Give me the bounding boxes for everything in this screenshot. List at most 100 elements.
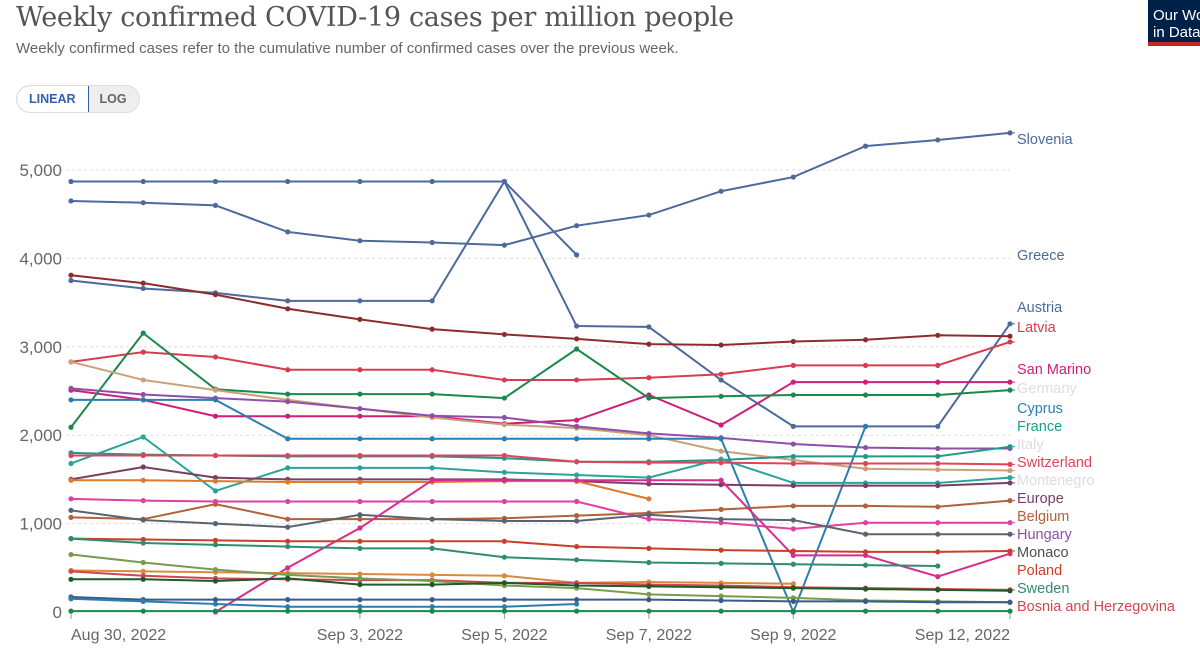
series-line-monaco xyxy=(70,509,1010,536)
owid-logo[interactable]: Our World in Data xyxy=(1148,0,1200,46)
data-point-belgium xyxy=(718,506,724,513)
data-point-cyprus xyxy=(140,397,146,403)
data-point-sweden xyxy=(718,560,724,566)
data-point-cyprus xyxy=(574,436,580,442)
data-point-slovenia xyxy=(501,242,507,248)
data-point-switzerland xyxy=(646,460,652,466)
data-point-series xyxy=(646,608,652,614)
data-point-belgium xyxy=(574,513,580,519)
label-montenegro[interactable]: Montenegro xyxy=(1017,473,1095,489)
data-point-hungary xyxy=(212,498,219,505)
data-point-series xyxy=(646,597,652,603)
data-point-germany xyxy=(646,395,652,401)
y-tick-label: 3,000 xyxy=(19,338,62,357)
logo-text: Our World in Data xyxy=(1153,7,1200,41)
data-point-latvia xyxy=(429,367,435,373)
data-point-series xyxy=(140,576,146,582)
label-europe[interactable]: Europe xyxy=(1017,491,1064,507)
label-san-marino[interactable]: San Marino xyxy=(1017,362,1092,378)
label-monaco[interactable]: Monaco xyxy=(1017,545,1069,561)
data-point-series xyxy=(68,551,74,558)
label-poland[interactable]: Poland xyxy=(1017,563,1063,579)
data-point-series xyxy=(501,477,507,483)
data-point-series xyxy=(285,575,291,582)
label-sweden[interactable]: Sweden xyxy=(1017,581,1070,597)
data-point-italy xyxy=(285,465,291,471)
data-point-italy xyxy=(68,460,74,467)
label-germany[interactable]: Germany xyxy=(1017,381,1077,397)
data-point-monaco xyxy=(574,518,580,524)
label-hungary[interactable]: Hungary xyxy=(1017,527,1072,543)
data-point-austria xyxy=(646,324,652,330)
data-point-series xyxy=(935,332,941,338)
data-point-slovenia xyxy=(429,239,435,246)
data-point-series xyxy=(501,331,507,338)
label-slovenia[interactable]: Slovenia xyxy=(1017,132,1073,148)
y-tick-label: 4,000 xyxy=(19,249,62,268)
label-cyprus[interactable]: Cyprus xyxy=(1017,401,1063,417)
data-point-series xyxy=(212,601,219,607)
data-point-series xyxy=(212,566,219,573)
data-point-series xyxy=(285,604,291,610)
data-point-austria xyxy=(212,178,219,185)
data-point-series xyxy=(285,608,291,614)
data-point-series xyxy=(862,337,869,343)
data-point-montenegro xyxy=(212,387,219,393)
linear-button[interactable]: LINEAR xyxy=(16,86,89,112)
label-switzerland[interactable]: Switzerland xyxy=(1017,455,1092,471)
data-point-series xyxy=(429,604,435,610)
data-point-series xyxy=(285,565,291,571)
data-point-sweden xyxy=(140,540,146,546)
data-point-europe xyxy=(862,482,869,489)
data-point-austria xyxy=(574,323,580,329)
data-point-slovenia xyxy=(935,137,941,143)
data-point-poland xyxy=(501,538,507,544)
data-point-poland xyxy=(574,543,580,550)
data-point-series xyxy=(501,573,507,579)
data-point-series xyxy=(68,272,74,278)
data-point-series xyxy=(935,608,941,614)
series-line-series xyxy=(70,274,1011,347)
label-belgium[interactable]: Belgium xyxy=(1017,509,1070,525)
data-point-series xyxy=(501,608,507,614)
series-line-belgium xyxy=(70,499,1011,521)
label-latvia[interactable]: Latvia xyxy=(1017,320,1056,336)
data-point-italy xyxy=(574,472,580,478)
data-point-series xyxy=(140,608,146,614)
chart-subtitle: Weekly confirmed cases refer to the cumu… xyxy=(16,40,679,57)
label-greece[interactable]: Greece xyxy=(1017,248,1065,264)
data-point-europe xyxy=(718,482,724,488)
data-point-hungary xyxy=(935,520,941,526)
data-point-series xyxy=(357,608,363,614)
data-point-germany xyxy=(790,392,796,398)
data-point-series xyxy=(429,597,435,603)
data-point-hungary xyxy=(357,498,363,505)
data-point-sweden xyxy=(212,542,219,548)
label-france[interactable]: France xyxy=(1017,419,1063,435)
label-italy[interactable]: Italy xyxy=(1017,437,1044,453)
data-point-slovenia xyxy=(68,198,74,204)
data-point-monaco xyxy=(862,531,869,537)
data-point-series xyxy=(357,604,363,610)
data-point-series xyxy=(935,599,941,605)
data-point-austria xyxy=(429,178,435,185)
data-point-sweden xyxy=(935,563,941,569)
label-bosnia-and-herzegovina[interactable]: Bosnia and Herzegovina xyxy=(1017,599,1175,615)
data-point-austria xyxy=(357,178,363,185)
data-point-latvia xyxy=(646,375,652,381)
data-point-austria xyxy=(285,178,291,185)
data-point-series xyxy=(574,597,580,603)
data-point-hungary xyxy=(574,498,580,505)
data-point-sweden xyxy=(429,545,435,551)
data-point-poland xyxy=(357,538,363,544)
data-point-series xyxy=(501,414,507,421)
data-point-europe xyxy=(140,464,146,470)
data-point-series xyxy=(285,399,291,405)
log-button[interactable]: LOG xyxy=(99,92,127,106)
data-point-sweden xyxy=(357,545,363,551)
label-austria[interactable]: Austria xyxy=(1017,300,1063,316)
data-point-poland xyxy=(935,549,941,555)
data-point-slovenia xyxy=(646,212,652,218)
data-point-italy xyxy=(357,465,363,471)
data-point-series xyxy=(862,444,869,451)
